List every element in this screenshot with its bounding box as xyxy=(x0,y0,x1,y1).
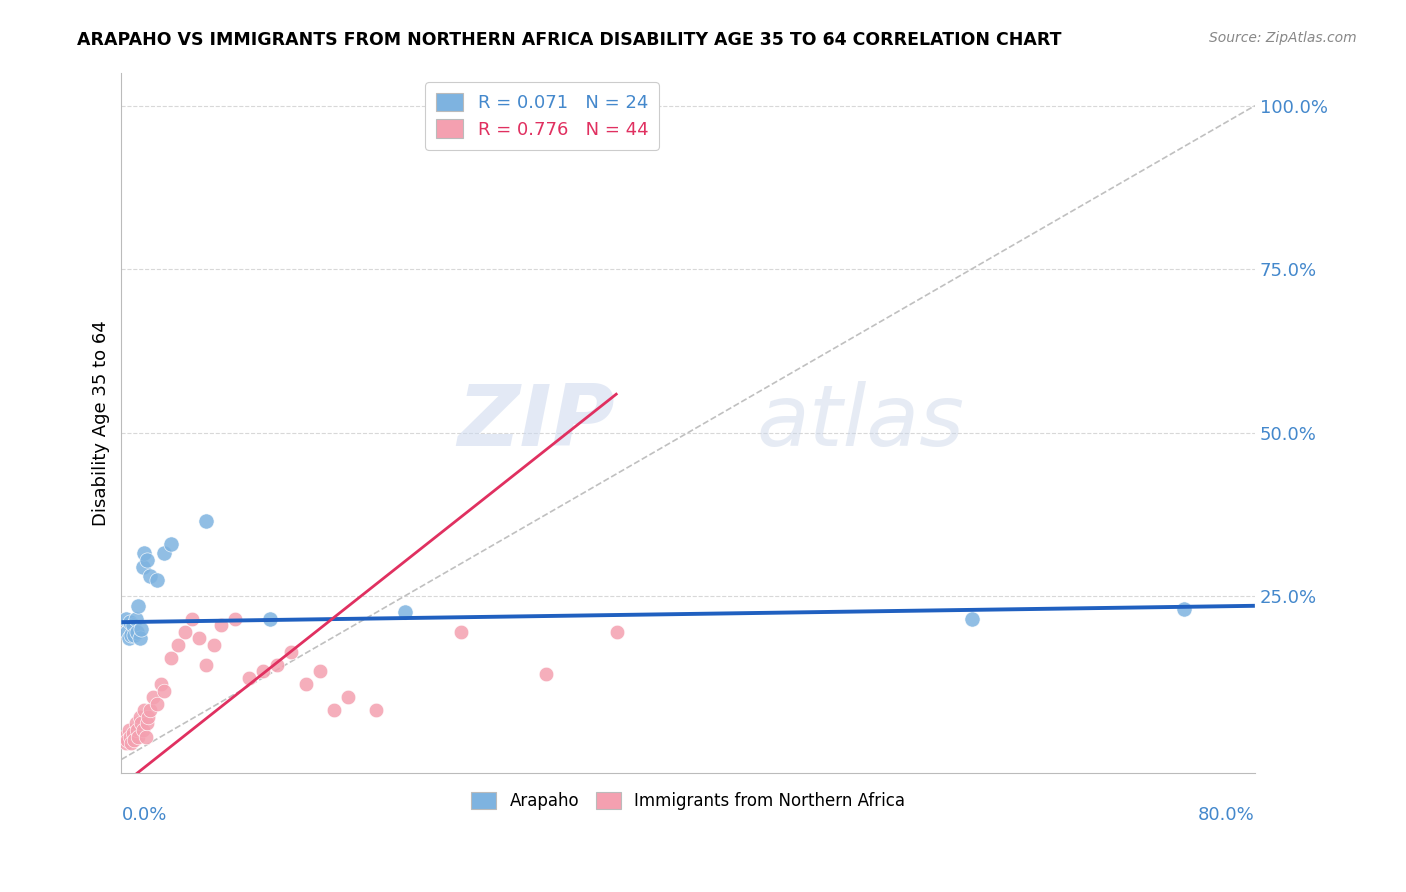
Text: 0.0%: 0.0% xyxy=(121,806,167,824)
Point xyxy=(120,628,142,642)
Point xyxy=(280,644,302,658)
Point xyxy=(146,573,169,587)
Point xyxy=(121,726,143,740)
Point xyxy=(160,651,183,665)
Point xyxy=(153,683,176,698)
Point xyxy=(138,710,160,724)
Point xyxy=(252,664,274,678)
Point xyxy=(337,690,360,705)
Point xyxy=(150,677,173,691)
Point xyxy=(160,537,183,551)
Point xyxy=(1173,602,1195,616)
Point xyxy=(115,732,138,747)
Point xyxy=(132,703,155,717)
Point xyxy=(129,716,152,731)
Point xyxy=(167,638,190,652)
Point xyxy=(394,605,416,619)
Point xyxy=(121,618,143,632)
Point xyxy=(146,697,169,711)
Point xyxy=(117,632,139,646)
Point xyxy=(120,736,142,750)
Point xyxy=(132,547,155,561)
Point xyxy=(135,730,157,744)
Point xyxy=(115,624,138,639)
Point xyxy=(323,703,346,717)
Point xyxy=(238,671,260,685)
Point xyxy=(195,657,218,672)
Point xyxy=(117,723,139,737)
Point xyxy=(294,677,316,691)
Point xyxy=(118,615,141,629)
Legend: Arapaho, Immigrants from Northern Africa: Arapaho, Immigrants from Northern Africa xyxy=(464,785,912,817)
Point xyxy=(125,624,148,639)
Point xyxy=(127,730,149,744)
Point xyxy=(136,553,159,567)
Point xyxy=(139,569,162,583)
Point xyxy=(128,632,150,646)
Point xyxy=(112,730,135,744)
Point xyxy=(153,547,176,561)
Point xyxy=(259,612,281,626)
Point xyxy=(181,612,204,626)
Point xyxy=(142,690,165,705)
Point xyxy=(366,703,388,717)
Point xyxy=(127,599,149,613)
Point xyxy=(308,664,330,678)
Point xyxy=(606,624,628,639)
Point xyxy=(536,667,558,681)
Point xyxy=(202,638,225,652)
Text: atlas: atlas xyxy=(756,381,965,464)
Point xyxy=(131,723,153,737)
Y-axis label: Disability Age 35 to 64: Disability Age 35 to 64 xyxy=(93,320,110,525)
Point xyxy=(129,622,152,636)
Text: ZIP: ZIP xyxy=(457,381,614,464)
Point xyxy=(139,703,162,717)
Text: ARAPAHO VS IMMIGRANTS FROM NORTHERN AFRICA DISABILITY AGE 35 TO 64 CORRELATION C: ARAPAHO VS IMMIGRANTS FROM NORTHERN AFRI… xyxy=(77,31,1062,49)
Point xyxy=(125,723,148,737)
Point xyxy=(114,612,136,626)
Point xyxy=(124,716,146,731)
Text: Source: ZipAtlas.com: Source: ZipAtlas.com xyxy=(1209,31,1357,45)
Point xyxy=(124,612,146,626)
Point xyxy=(118,730,141,744)
Point xyxy=(136,716,159,731)
Point xyxy=(114,736,136,750)
Point xyxy=(195,514,218,528)
Point xyxy=(266,657,288,672)
Point xyxy=(122,628,145,642)
Point xyxy=(122,732,145,747)
Text: 80.0%: 80.0% xyxy=(1198,806,1256,824)
Point xyxy=(188,632,211,646)
Point xyxy=(174,624,197,639)
Point xyxy=(224,612,246,626)
Point xyxy=(128,710,150,724)
Point xyxy=(209,618,232,632)
Point xyxy=(131,559,153,574)
Point xyxy=(960,612,983,626)
Point xyxy=(450,624,472,639)
